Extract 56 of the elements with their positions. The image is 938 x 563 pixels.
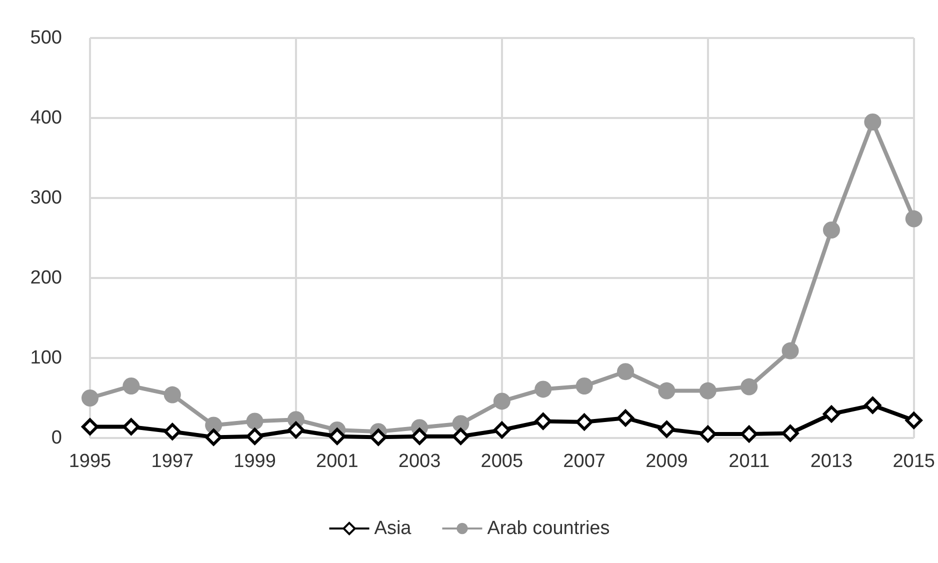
point — [164, 423, 181, 440]
point — [617, 410, 634, 426]
x-tick-label: 2005 — [480, 451, 524, 472]
point — [864, 114, 882, 130]
x-tick-label: 1999 — [234, 451, 276, 472]
point — [576, 378, 593, 394]
point — [328, 428, 346, 445]
point — [658, 420, 676, 438]
x-tick-label: 2001 — [316, 451, 358, 472]
point — [782, 342, 799, 360]
point — [740, 426, 758, 442]
legend-label: Asia — [374, 518, 412, 539]
point — [822, 406, 840, 422]
point — [699, 382, 716, 400]
point — [534, 380, 552, 398]
point — [82, 390, 98, 406]
y-tick-label: 500 — [30, 28, 62, 48]
legend-label: Arab countries — [487, 518, 610, 539]
point — [617, 363, 634, 380]
y-tick-label: 300 — [30, 188, 62, 208]
point — [493, 392, 510, 410]
x-tick-label: 1997 — [151, 451, 194, 472]
point — [576, 414, 593, 430]
point — [164, 386, 181, 404]
x-tick-label: 1995 — [68, 451, 112, 472]
point — [205, 428, 222, 446]
y-tick-label: 100 — [30, 348, 62, 368]
point — [452, 415, 470, 432]
point — [493, 422, 510, 438]
point — [864, 396, 882, 414]
point — [699, 426, 716, 442]
point — [122, 378, 140, 394]
point — [246, 428, 264, 445]
point — [905, 412, 922, 429]
point — [534, 412, 552, 430]
point — [287, 422, 304, 438]
point — [905, 210, 922, 228]
point — [782, 424, 799, 442]
point — [822, 222, 840, 238]
point — [740, 378, 758, 396]
y-tick-label: 200 — [30, 268, 62, 288]
y-tick-label: 0 — [51, 428, 62, 448]
x-tick-label: 2009 — [646, 451, 688, 472]
x-tick-label: 2007 — [563, 451, 606, 472]
point — [411, 428, 428, 445]
point — [452, 428, 470, 445]
x-tick-label: 2013 — [810, 451, 853, 472]
x-tick-label: 2003 — [398, 451, 441, 472]
y-tick-label: 400 — [30, 108, 62, 128]
point — [370, 428, 387, 446]
point — [246, 412, 264, 430]
point — [658, 382, 676, 400]
point — [82, 418, 98, 436]
x-tick-label: 2011 — [728, 451, 770, 472]
x-tick-label: 2015 — [892, 451, 936, 472]
point — [122, 418, 140, 436]
